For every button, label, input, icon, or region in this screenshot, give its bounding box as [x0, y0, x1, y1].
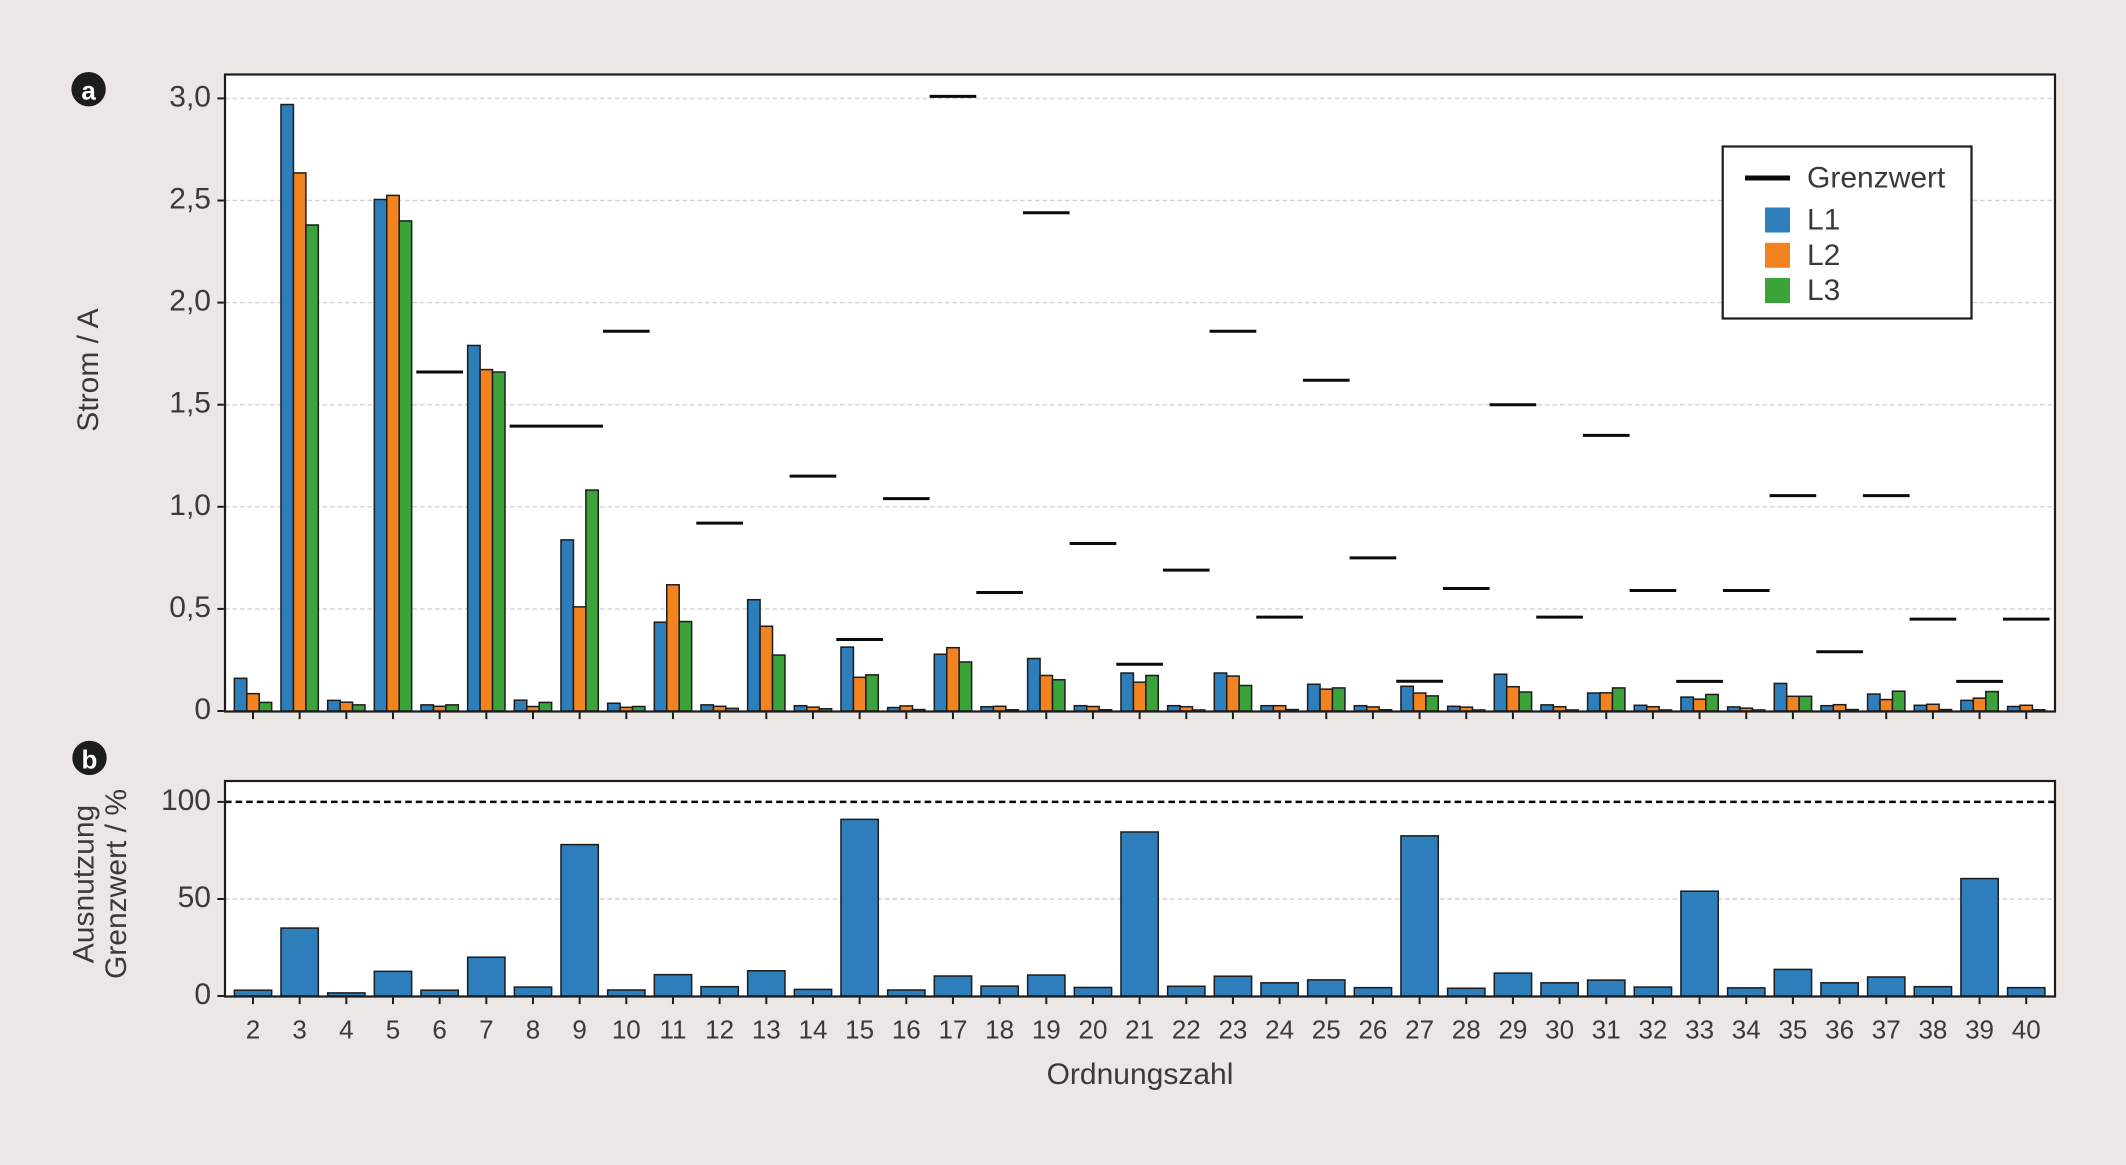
svg-text:25: 25 — [1312, 1015, 1341, 1045]
svg-text:9: 9 — [572, 1015, 586, 1045]
svg-text:7: 7 — [479, 1015, 493, 1045]
svg-text:20: 20 — [1078, 1015, 1107, 1045]
svg-text:0: 0 — [194, 978, 211, 1011]
svg-text:2: 2 — [246, 1015, 260, 1045]
svg-text:a: a — [81, 76, 96, 106]
svg-text:22: 22 — [1172, 1015, 1201, 1045]
svg-text:32: 32 — [1638, 1015, 1667, 1045]
svg-text:12: 12 — [705, 1015, 734, 1045]
svg-text:50: 50 — [178, 881, 211, 914]
svg-text:14: 14 — [799, 1015, 828, 1045]
svg-text:19: 19 — [1032, 1015, 1061, 1045]
svg-text:3,0: 3,0 — [169, 80, 211, 113]
svg-text:4: 4 — [339, 1015, 353, 1045]
svg-text:17: 17 — [938, 1015, 967, 1045]
svg-text:27: 27 — [1405, 1015, 1434, 1045]
svg-text:11: 11 — [659, 1015, 686, 1045]
svg-text:36: 36 — [1825, 1015, 1854, 1045]
svg-text:Ordnungszahl: Ordnungszahl — [1047, 1058, 1234, 1091]
svg-text:33: 33 — [1685, 1015, 1714, 1045]
svg-text:16: 16 — [892, 1015, 921, 1045]
svg-text:1,5: 1,5 — [169, 387, 211, 420]
svg-text:26: 26 — [1358, 1015, 1387, 1045]
svg-text:34: 34 — [1732, 1015, 1761, 1045]
svg-text:Grenzwert: Grenzwert — [1807, 162, 1946, 195]
svg-text:0: 0 — [194, 693, 211, 726]
svg-text:21: 21 — [1125, 1015, 1154, 1045]
svg-text:10: 10 — [612, 1015, 641, 1045]
svg-text:24: 24 — [1265, 1015, 1294, 1045]
svg-text:3: 3 — [292, 1015, 306, 1045]
svg-text:1,0: 1,0 — [169, 489, 211, 522]
svg-text:30: 30 — [1545, 1015, 1574, 1045]
svg-text:100: 100 — [161, 784, 211, 817]
svg-text:L3: L3 — [1807, 274, 1840, 307]
svg-text:31: 31 — [1592, 1015, 1621, 1045]
svg-text:6: 6 — [432, 1015, 446, 1045]
svg-text:40: 40 — [2012, 1015, 2041, 1045]
svg-text:Ausnutzung: Ausnutzung — [68, 805, 101, 963]
svg-text:35: 35 — [1778, 1015, 1807, 1045]
svg-text:2,5: 2,5 — [169, 183, 211, 216]
svg-text:23: 23 — [1218, 1015, 1247, 1045]
svg-text:b: b — [82, 744, 98, 774]
svg-text:37: 37 — [1872, 1015, 1901, 1045]
svg-text:Grenzwert / %: Grenzwert / % — [100, 789, 133, 979]
svg-text:15: 15 — [845, 1015, 874, 1045]
svg-text:2,0: 2,0 — [169, 285, 211, 318]
svg-text:0,5: 0,5 — [169, 591, 211, 624]
svg-text:28: 28 — [1452, 1015, 1481, 1045]
svg-text:L1: L1 — [1807, 204, 1840, 237]
svg-text:L2: L2 — [1807, 239, 1840, 272]
svg-text:8: 8 — [526, 1015, 540, 1045]
svg-text:Strom / A: Strom / A — [72, 308, 105, 431]
svg-text:29: 29 — [1498, 1015, 1527, 1045]
svg-text:18: 18 — [985, 1015, 1014, 1045]
svg-text:5: 5 — [386, 1015, 400, 1045]
svg-text:13: 13 — [752, 1015, 781, 1045]
svg-text:39: 39 — [1965, 1015, 1994, 1045]
svg-text:38: 38 — [1918, 1015, 1947, 1045]
